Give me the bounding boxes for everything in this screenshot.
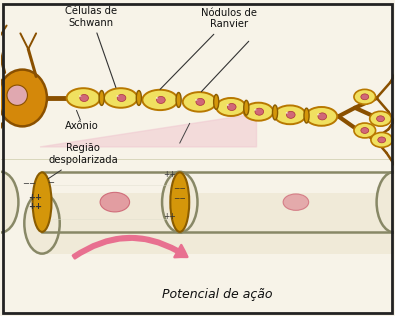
Ellipse shape xyxy=(142,90,178,110)
Ellipse shape xyxy=(371,132,393,147)
Ellipse shape xyxy=(318,113,327,120)
Ellipse shape xyxy=(67,88,100,108)
Ellipse shape xyxy=(376,172,395,233)
Text: −−: −− xyxy=(22,179,36,188)
Text: ++: ++ xyxy=(28,202,42,211)
Ellipse shape xyxy=(80,94,88,101)
Text: Potencial de ação: Potencial de ação xyxy=(162,288,273,301)
Ellipse shape xyxy=(156,97,158,99)
Text: ++: ++ xyxy=(164,170,176,179)
Ellipse shape xyxy=(361,128,369,133)
Text: Axônio: Axônio xyxy=(64,121,98,131)
Ellipse shape xyxy=(354,89,376,104)
Ellipse shape xyxy=(170,173,189,232)
Ellipse shape xyxy=(162,172,198,233)
Ellipse shape xyxy=(196,98,205,106)
Ellipse shape xyxy=(104,88,137,108)
Ellipse shape xyxy=(376,116,384,122)
Ellipse shape xyxy=(24,193,60,254)
Ellipse shape xyxy=(7,85,28,106)
FancyBboxPatch shape xyxy=(180,193,395,254)
Ellipse shape xyxy=(100,192,130,212)
Ellipse shape xyxy=(273,105,278,120)
Text: −: − xyxy=(47,178,55,187)
Ellipse shape xyxy=(176,93,181,107)
Ellipse shape xyxy=(283,194,309,210)
Ellipse shape xyxy=(274,106,306,124)
Ellipse shape xyxy=(304,108,309,123)
Ellipse shape xyxy=(99,91,104,106)
Ellipse shape xyxy=(361,94,369,100)
Ellipse shape xyxy=(0,172,19,233)
Ellipse shape xyxy=(183,92,216,112)
Ellipse shape xyxy=(244,100,249,115)
Ellipse shape xyxy=(228,103,236,111)
Ellipse shape xyxy=(79,95,81,97)
Ellipse shape xyxy=(370,111,391,126)
Ellipse shape xyxy=(214,94,219,109)
Text: −−: −− xyxy=(173,184,186,193)
Text: Nódulos de
Ranvier: Nódulos de Ranvier xyxy=(160,8,257,89)
Text: Células de
Schwann: Células de Schwann xyxy=(65,6,117,88)
Ellipse shape xyxy=(136,91,141,106)
Ellipse shape xyxy=(286,112,288,114)
Ellipse shape xyxy=(156,96,165,103)
Ellipse shape xyxy=(354,123,376,138)
Ellipse shape xyxy=(254,109,256,111)
Ellipse shape xyxy=(306,107,337,126)
FancyArrowPatch shape xyxy=(73,236,187,258)
FancyBboxPatch shape xyxy=(42,193,180,254)
Ellipse shape xyxy=(286,111,295,118)
Ellipse shape xyxy=(0,70,47,126)
Text: −−: −− xyxy=(173,194,186,203)
Ellipse shape xyxy=(244,103,273,121)
Text: ++: ++ xyxy=(28,193,42,202)
Ellipse shape xyxy=(317,113,320,115)
Ellipse shape xyxy=(195,99,198,101)
Ellipse shape xyxy=(117,95,119,97)
Text: ++: ++ xyxy=(164,212,176,222)
Text: Região
despolarizada: Região despolarizada xyxy=(49,143,118,165)
Ellipse shape xyxy=(255,108,263,115)
Polygon shape xyxy=(40,114,256,147)
Ellipse shape xyxy=(216,98,246,116)
Ellipse shape xyxy=(227,104,229,106)
Ellipse shape xyxy=(117,94,126,101)
Ellipse shape xyxy=(32,173,51,232)
Ellipse shape xyxy=(378,137,386,143)
